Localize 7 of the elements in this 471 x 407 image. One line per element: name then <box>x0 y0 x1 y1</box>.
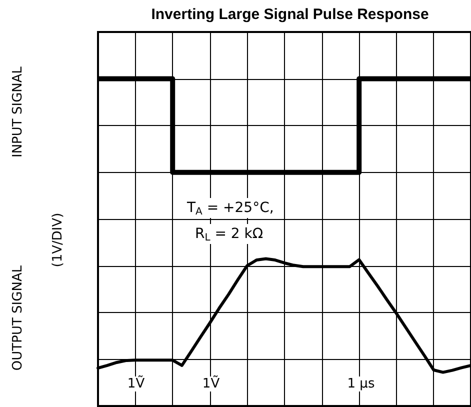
annotation: 1Ṽ <box>127 374 145 392</box>
chart-title: Inverting Large Signal Pulse Response <box>151 6 429 23</box>
text: INPUT SIGNAL <box>10 66 26 158</box>
y-axis-title: (1V/DIV) <box>50 212 66 268</box>
text: OUTPUT SIGNAL <box>10 264 26 371</box>
annotation: 1Ṽ <box>202 374 220 392</box>
annotation: 1 µs <box>347 376 375 392</box>
